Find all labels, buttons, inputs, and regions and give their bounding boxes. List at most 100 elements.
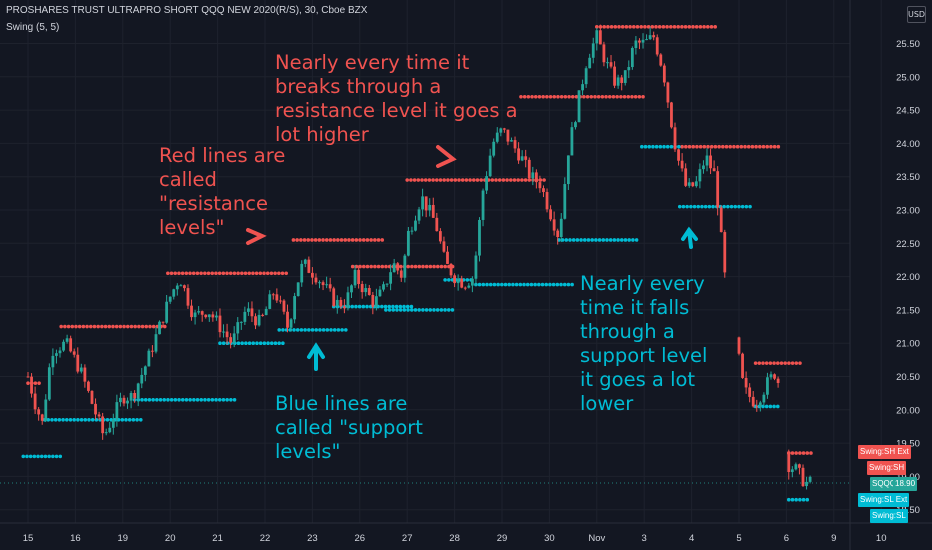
candle-body: [666, 82, 670, 103]
candle-body: [385, 283, 389, 285]
candle-body: [303, 259, 307, 264]
x-tick-label: 3: [642, 533, 647, 544]
candle-body: [367, 288, 371, 295]
candle-body: [286, 311, 289, 328]
candle-body: [478, 219, 481, 256]
candle-body: [751, 396, 755, 407]
indicator-label[interactable]: Swing (5, 5): [6, 22, 60, 33]
candle-body: [495, 132, 499, 142]
candle-body: [311, 272, 314, 278]
candle-body: [264, 308, 268, 316]
candle-body: [374, 296, 378, 307]
candle-body: [204, 314, 208, 318]
candle-body: [474, 255, 478, 279]
candle-body: [225, 331, 229, 338]
y-tick-label: 18.50: [896, 505, 920, 516]
candle-body: [630, 48, 634, 68]
x-tick-label: 23: [307, 533, 318, 544]
candle-body: [399, 270, 403, 278]
candle-body: [449, 263, 453, 276]
candle-body: [488, 155, 492, 177]
candle-body: [353, 269, 357, 286]
price-tag: Swing:SL Ext: [858, 493, 910, 507]
candle-body: [321, 282, 325, 286]
candle-body: [748, 387, 752, 397]
price-tag: 18.90: [893, 477, 918, 491]
candle-body: [389, 272, 393, 284]
candle-body: [30, 376, 33, 394]
candle-body: [239, 321, 243, 323]
candle-body: [673, 127, 677, 150]
candle-body: [694, 181, 698, 187]
chart-title: PROSHARES TRUST ULTRAPRO SHORT QQQ NEW 2…: [6, 5, 368, 16]
candle-body: [542, 188, 545, 193]
x-tick-label: 15: [23, 533, 34, 544]
y-tick-label: 22.50: [896, 239, 920, 250]
candle-body: [574, 122, 577, 128]
candle-body: [250, 308, 254, 317]
candle-body: [428, 204, 432, 211]
candle-body: [104, 432, 108, 434]
candle-body: [595, 30, 599, 44]
candle-body: [634, 40, 638, 49]
candle-body: [659, 54, 663, 66]
y-tick-label: 25.50: [896, 39, 920, 50]
candle-body: [232, 333, 236, 343]
candle-body: [790, 469, 794, 473]
annotation-resistance-breakout: Nearly every time it breaks through a re…: [275, 51, 518, 146]
candle-body: [119, 397, 122, 403]
candle-body: [606, 62, 609, 64]
candle-body: [808, 476, 812, 482]
candle-body: [467, 285, 471, 288]
candle-body: [670, 102, 673, 128]
candle-body: [485, 176, 488, 191]
candle-body: [549, 209, 552, 220]
candle-body: [687, 182, 691, 186]
candle-body: [62, 341, 65, 351]
candle-body: [207, 314, 211, 318]
candle-body: [122, 397, 126, 404]
candle-body: [396, 263, 400, 271]
candle-body: [69, 338, 73, 352]
y-tick-label: 25.00: [896, 72, 920, 83]
candle-body: [147, 350, 151, 367]
arrow-right-icon: [436, 145, 457, 168]
annotation-resistance-definition: Red lines are called "resistance levels": [159, 144, 286, 239]
candle-body: [179, 285, 183, 287]
candle-body: [645, 39, 648, 41]
candle-body: [165, 301, 169, 323]
candle-body: [307, 259, 311, 273]
candle-body: [314, 277, 318, 283]
x-tick-label: 22: [260, 533, 271, 544]
candle-body: [133, 393, 137, 399]
candle-body: [470, 278, 474, 286]
y-tick-label: 20.50: [896, 372, 920, 383]
candle-body: [339, 299, 343, 307]
candle-body: [215, 315, 218, 318]
x-tick-label: 19: [118, 533, 129, 544]
price-tag: Swing:SH: [867, 461, 907, 475]
candle-body: [247, 308, 250, 312]
candle-body: [648, 35, 652, 40]
candle-body: [534, 172, 538, 183]
candle-body: [94, 403, 97, 415]
candle-body: [577, 90, 581, 123]
candle-body: [364, 288, 368, 293]
candle-body: [406, 230, 410, 256]
candle-body: [762, 394, 766, 403]
currency-badge[interactable]: USD: [907, 6, 926, 23]
candle-body: [716, 171, 720, 208]
candle-body: [460, 278, 464, 288]
candle-body: [652, 35, 656, 38]
candle-body: [268, 294, 272, 309]
candle-body: [342, 306, 346, 309]
candle-body: [623, 70, 627, 83]
y-tick-label: 21.50: [896, 305, 920, 316]
x-tick-label: Nov: [588, 533, 605, 544]
candle-body: [175, 285, 179, 290]
candle-body: [218, 315, 222, 333]
candle-body: [691, 182, 695, 187]
candle-body: [499, 128, 503, 133]
x-tick-label: 4: [689, 533, 694, 544]
